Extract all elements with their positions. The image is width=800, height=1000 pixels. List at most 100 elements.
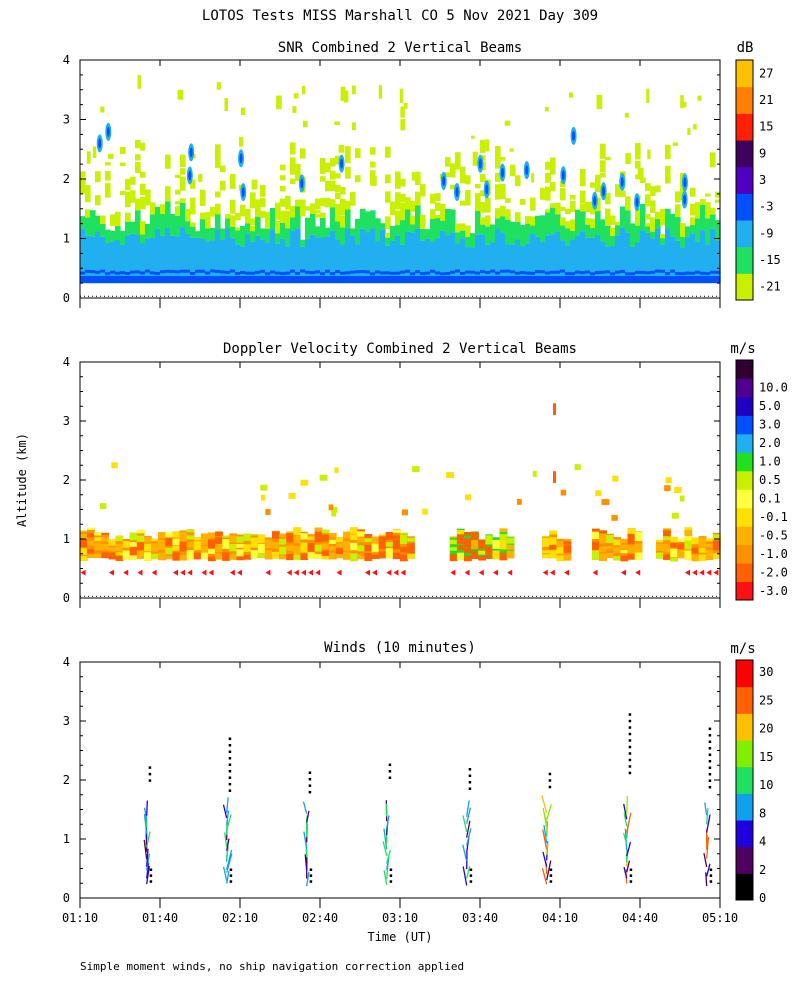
snr-cell: [245, 233, 251, 284]
snr-cell: [350, 275, 356, 284]
wind-dot: [628, 771, 632, 775]
snr-cell: [645, 183, 651, 191]
axes: 0 1 2 3 4 0 1 2 3 4 0 1 2 3 4 01:10 01:40 02:10 02:40 03:10…: [62, 53, 738, 925]
velocity-cell: [111, 462, 118, 469]
snr-cell: [335, 173, 341, 179]
snr-cell: [335, 270, 341, 274]
velocity-cell: [129, 547, 138, 556]
velocity-cell: [671, 512, 679, 519]
snr-cell: [595, 211, 601, 235]
snr-cell: [355, 175, 361, 183]
velocity-cell: [260, 484, 268, 491]
velocity-cell: [493, 569, 498, 576]
wind-dot: [148, 772, 152, 776]
snr-cell: [225, 275, 231, 284]
velocity-cell: [80, 539, 88, 548]
snr-cell: [665, 275, 671, 284]
snr-cell: [595, 275, 601, 284]
snr-cell: [290, 275, 296, 284]
snr-cell: [600, 241, 606, 284]
snr-cell: [140, 196, 146, 210]
snr-cell: [265, 242, 271, 284]
velocity-cell: [665, 477, 672, 484]
wind-dot: [149, 874, 153, 877]
snr-cell: [250, 275, 256, 284]
velocity-cell: [122, 550, 131, 561]
snr-cell: [290, 157, 296, 175]
velocity-cell: [478, 539, 486, 550]
snr-cell: [230, 215, 236, 227]
snr-cell: [472, 151, 478, 166]
snr-cell: [715, 220, 721, 241]
snr-cell: [260, 210, 266, 218]
snr-cell: [355, 275, 361, 284]
snr-cell: [110, 230, 116, 242]
wind-dot: [708, 734, 712, 737]
wind-dot: [469, 880, 473, 883]
wind-dot: [468, 768, 472, 771]
snr-cell: [640, 177, 646, 184]
snr-cell: [500, 205, 506, 217]
snr-cell: [250, 241, 256, 284]
snr-cell: [235, 230, 241, 245]
velocity-cell: [613, 539, 622, 546]
colorbar-swatch: [736, 489, 753, 509]
velocity-cell: [208, 532, 216, 539]
velocity-cell: [357, 545, 366, 552]
snr-cell: [460, 166, 466, 184]
velocity-cell: [236, 536, 245, 543]
snr-cell: [180, 227, 186, 284]
snr-cell: [255, 270, 261, 274]
snr-cell: [310, 234, 316, 284]
snr-cell: [215, 214, 221, 230]
snr-cell: [343, 90, 349, 103]
snr-cell: [450, 163, 456, 178]
snr-cell: [325, 236, 331, 284]
snr-cell: [600, 172, 606, 178]
snr-cell: [600, 270, 606, 274]
colorbar-label: 0.5: [759, 473, 781, 487]
snr-cell: [540, 270, 546, 274]
snr-cell: [95, 215, 101, 232]
snr-cell: [605, 225, 611, 247]
velocity-cell: [663, 554, 671, 560]
snr-cell: [360, 208, 366, 229]
snr-cell: [260, 275, 266, 284]
snr-cell: [90, 236, 96, 284]
snr-cell: [415, 205, 421, 229]
snr-cell: [300, 269, 306, 273]
snr-cell: [325, 275, 331, 284]
snr-cell: [580, 231, 586, 284]
velocity-cell: [208, 556, 216, 562]
snr-cell: [430, 209, 436, 219]
wind-barb: [541, 868, 548, 885]
velocity-cell: [321, 555, 330, 560]
snr-cell: [385, 271, 391, 275]
colorbar-label: -0.1: [759, 510, 788, 524]
velocity-cell: [321, 543, 330, 550]
snr-cell: [445, 272, 451, 276]
snr-cell: [80, 271, 86, 275]
velocity-cell: [612, 475, 619, 482]
snr-cell: [405, 197, 411, 210]
snr-cell: [350, 228, 356, 236]
snr-cell: [255, 235, 261, 284]
snr-cell: [500, 183, 506, 200]
snr-cell: [675, 204, 681, 217]
snr-cell: [675, 275, 681, 284]
wind-dot: [228, 782, 232, 786]
velocity-cell: [400, 554, 408, 562]
velocity-cell: [315, 569, 321, 576]
wind-barb: [226, 838, 230, 851]
snr-cell: [420, 184, 426, 197]
wind-dot: [308, 784, 312, 787]
snr-cell: [220, 270, 226, 274]
velocity-cell: [108, 547, 117, 552]
snr-cell: [501, 167, 505, 178]
snr-cell: [700, 275, 706, 284]
velocity-cell: [115, 555, 124, 561]
snr-cell: [350, 192, 356, 206]
snr-cell: [220, 275, 226, 284]
wind-barb: [706, 863, 711, 877]
snr-cell: [395, 275, 401, 284]
